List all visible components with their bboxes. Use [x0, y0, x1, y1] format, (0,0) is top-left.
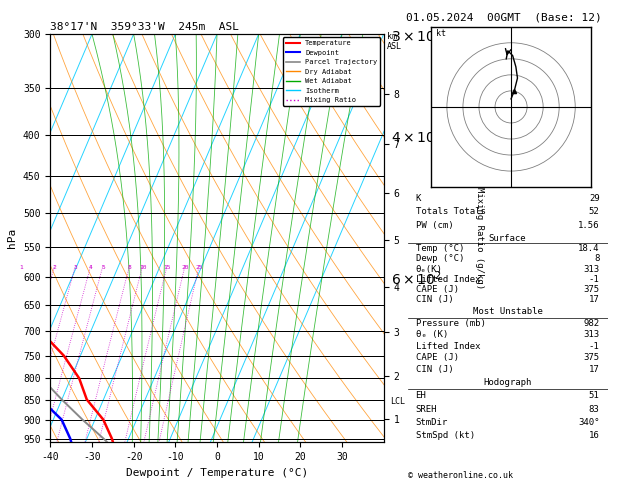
Text: 1.56: 1.56 — [578, 221, 599, 230]
Text: 340°: 340° — [578, 418, 599, 427]
Text: CIN (J): CIN (J) — [416, 365, 454, 374]
Text: StmSpd (kt): StmSpd (kt) — [416, 431, 475, 440]
Text: 29: 29 — [589, 194, 599, 203]
Text: 4: 4 — [89, 265, 92, 270]
Text: θₑ(K): θₑ(K) — [416, 264, 442, 274]
Text: Most Unstable: Most Unstable — [472, 308, 543, 316]
Text: θₑ (K): θₑ (K) — [416, 330, 448, 339]
Text: © weatheronline.co.uk: © weatheronline.co.uk — [408, 471, 513, 480]
Text: 8: 8 — [594, 254, 599, 263]
Text: CIN (J): CIN (J) — [416, 295, 454, 304]
Text: kt: kt — [436, 29, 446, 38]
Text: CAPE (J): CAPE (J) — [416, 285, 459, 294]
Text: 51: 51 — [589, 392, 599, 400]
Text: Lifted Index: Lifted Index — [416, 342, 480, 351]
Text: 1: 1 — [19, 265, 23, 270]
Text: 52: 52 — [589, 208, 599, 216]
Text: PW (cm): PW (cm) — [416, 221, 454, 230]
Text: Temp (°C): Temp (°C) — [416, 244, 464, 253]
Text: 3: 3 — [74, 265, 77, 270]
Text: km
ASL: km ASL — [387, 32, 402, 51]
Text: 8: 8 — [128, 265, 131, 270]
Text: 16: 16 — [589, 431, 599, 440]
Text: 15: 15 — [164, 265, 171, 270]
Legend: Temperature, Dewpoint, Parcel Trajectory, Dry Adiabat, Wet Adiabat, Isotherm, Mi: Temperature, Dewpoint, Parcel Trajectory… — [283, 37, 380, 106]
X-axis label: Dewpoint / Temperature (°C): Dewpoint / Temperature (°C) — [126, 468, 308, 478]
Text: 375: 375 — [584, 353, 599, 363]
Text: 17: 17 — [589, 295, 599, 304]
Text: SREH: SREH — [416, 405, 437, 414]
Text: -1: -1 — [589, 342, 599, 351]
Y-axis label: Mixing Ratio (g/kg): Mixing Ratio (g/kg) — [475, 187, 484, 289]
Text: CAPE (J): CAPE (J) — [416, 353, 459, 363]
Text: 2: 2 — [53, 265, 57, 270]
Text: 25: 25 — [196, 265, 203, 270]
Text: 10: 10 — [139, 265, 147, 270]
Text: 375: 375 — [584, 285, 599, 294]
Text: 01.05.2024  00GMT  (Base: 12): 01.05.2024 00GMT (Base: 12) — [406, 12, 601, 22]
Text: Hodograph: Hodograph — [484, 378, 532, 387]
Text: Totals Totals: Totals Totals — [416, 208, 486, 216]
Text: 982: 982 — [584, 319, 599, 328]
Text: 5: 5 — [101, 265, 105, 270]
Text: Surface: Surface — [489, 234, 526, 243]
Text: Dewp (°C): Dewp (°C) — [416, 254, 464, 263]
Text: 313: 313 — [584, 330, 599, 339]
Text: StmDir: StmDir — [416, 418, 448, 427]
Text: 18.4: 18.4 — [578, 244, 599, 253]
Text: LCL: LCL — [391, 397, 405, 406]
Text: EH: EH — [416, 392, 426, 400]
Text: 20: 20 — [181, 265, 189, 270]
Y-axis label: hPa: hPa — [8, 228, 18, 248]
Text: Lifted Index: Lifted Index — [416, 275, 480, 284]
Text: 313: 313 — [584, 264, 599, 274]
Text: 17: 17 — [589, 365, 599, 374]
Text: K: K — [416, 194, 421, 203]
Text: -1: -1 — [589, 275, 599, 284]
Text: Pressure (mb): Pressure (mb) — [416, 319, 486, 328]
Text: 83: 83 — [589, 405, 599, 414]
Text: 38°17'N  359°33'W  245m  ASL: 38°17'N 359°33'W 245m ASL — [50, 22, 239, 32]
